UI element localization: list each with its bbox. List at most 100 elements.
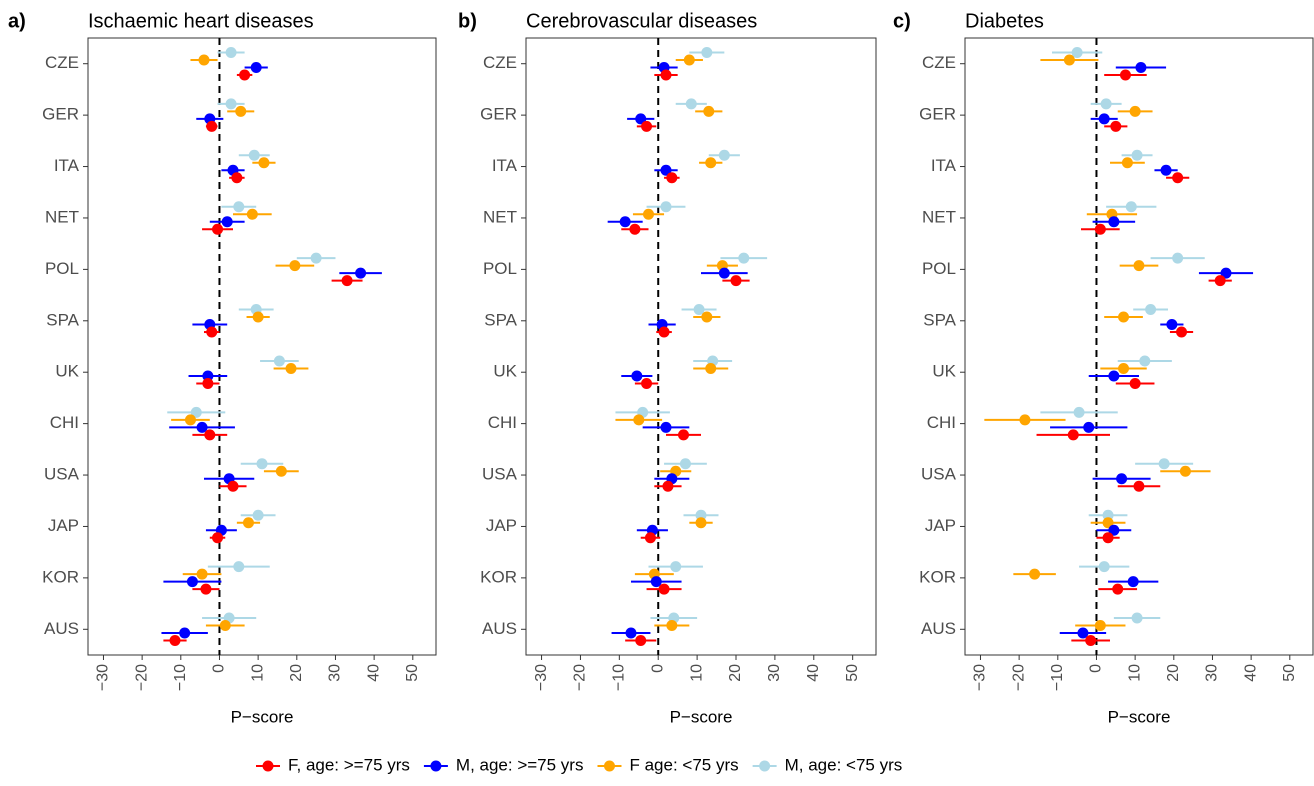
point <box>206 120 218 132</box>
panel-tag: c) <box>893 10 911 32</box>
x-tick-label: 0 <box>1088 664 1105 673</box>
point <box>196 568 208 580</box>
point <box>1119 69 1131 81</box>
point <box>239 69 251 81</box>
legend-label: F age: <75 yrs <box>629 755 738 774</box>
point <box>1077 627 1089 639</box>
point <box>200 583 212 595</box>
point <box>235 105 247 117</box>
point <box>227 480 239 492</box>
x-axis-label: P−score <box>231 707 294 726</box>
x-tick-label: −10 <box>611 664 628 691</box>
point <box>242 517 254 529</box>
point <box>1094 620 1106 632</box>
point <box>679 458 691 470</box>
point <box>633 414 645 426</box>
y-tick-label: GER <box>42 105 79 124</box>
point <box>1118 362 1130 374</box>
point <box>1125 201 1137 213</box>
point <box>1220 267 1232 279</box>
y-tick-label: UK <box>493 362 517 381</box>
point <box>1112 583 1124 595</box>
point <box>179 627 191 639</box>
plot-border <box>87 37 437 656</box>
y-tick-label: GER <box>919 105 956 124</box>
y-tick-label: POL <box>45 259 79 278</box>
point <box>1108 524 1120 536</box>
y-tick-label: GER <box>480 105 517 124</box>
y-tick-label: KOR <box>42 567 79 586</box>
point <box>1131 612 1143 624</box>
y-tick-label: NET <box>922 207 956 226</box>
y-tick-label: CHI <box>50 413 79 432</box>
point <box>198 54 210 66</box>
legend-key-point <box>262 760 274 772</box>
point <box>233 561 245 573</box>
y-tick-label: JAP <box>48 516 79 535</box>
x-tick-label: 20 <box>288 664 305 682</box>
y-tick-label: USA <box>482 465 518 484</box>
y-tick-label: JAP <box>925 516 956 535</box>
point <box>1179 465 1191 477</box>
point <box>695 517 707 529</box>
y-tick-label: AUS <box>921 619 956 638</box>
point <box>660 201 672 213</box>
point <box>1133 480 1145 492</box>
point <box>718 267 730 279</box>
point <box>206 326 218 338</box>
point <box>355 267 367 279</box>
point <box>1085 635 1097 647</box>
x-tick-label: −20 <box>1010 664 1027 691</box>
point <box>275 465 287 477</box>
legend: F, age: >=75 yrs M, age: >=75 yrs F age: <… <box>256 755 902 774</box>
point <box>221 216 233 228</box>
y-tick-label: KOR <box>480 567 517 586</box>
point <box>1172 172 1184 184</box>
x-axis-label: P−score <box>670 707 733 726</box>
y-tick-label: SPA <box>46 310 79 329</box>
x-tick-label: 10 <box>249 664 266 682</box>
panel-title: Diabetes <box>965 10 1044 32</box>
y-tick-label: POL <box>483 259 517 278</box>
y-tick-label: POL <box>922 259 956 278</box>
point <box>1110 120 1122 132</box>
point <box>635 635 647 647</box>
point <box>248 149 260 161</box>
point <box>1073 406 1085 418</box>
x-tick-label: −30 <box>95 664 112 691</box>
point <box>285 362 297 374</box>
point <box>1135 61 1147 73</box>
point <box>635 113 647 125</box>
y-tick-label: USA <box>921 465 957 484</box>
point <box>1129 105 1141 117</box>
x-tick-label: −30 <box>972 664 989 691</box>
point <box>643 208 654 220</box>
point <box>186 576 198 588</box>
point <box>273 355 285 367</box>
y-tick-label: AUS <box>482 619 517 638</box>
point <box>1160 164 1172 176</box>
point <box>1118 311 1130 323</box>
point <box>705 362 717 374</box>
x-tick-label: 30 <box>327 664 344 682</box>
point <box>1063 54 1075 66</box>
x-tick-label: 0 <box>211 664 228 673</box>
panel: b) Cerebrovascular diseases −30 −20 −10 0 10 20… <box>458 10 877 726</box>
point <box>1029 568 1041 580</box>
point <box>1127 576 1139 588</box>
plot-border <box>964 37 1314 656</box>
point <box>169 635 181 647</box>
y-tick-label: AUS <box>44 619 79 638</box>
y-tick-label: CHI <box>488 413 517 432</box>
point <box>1176 326 1188 338</box>
point <box>701 311 713 323</box>
point <box>670 561 682 573</box>
x-tick-label: −30 <box>533 664 550 691</box>
y-tick-label: UK <box>55 362 79 381</box>
y-tick-label: USA <box>44 465 80 484</box>
point <box>1102 532 1114 544</box>
point <box>231 172 243 184</box>
point <box>341 275 353 287</box>
